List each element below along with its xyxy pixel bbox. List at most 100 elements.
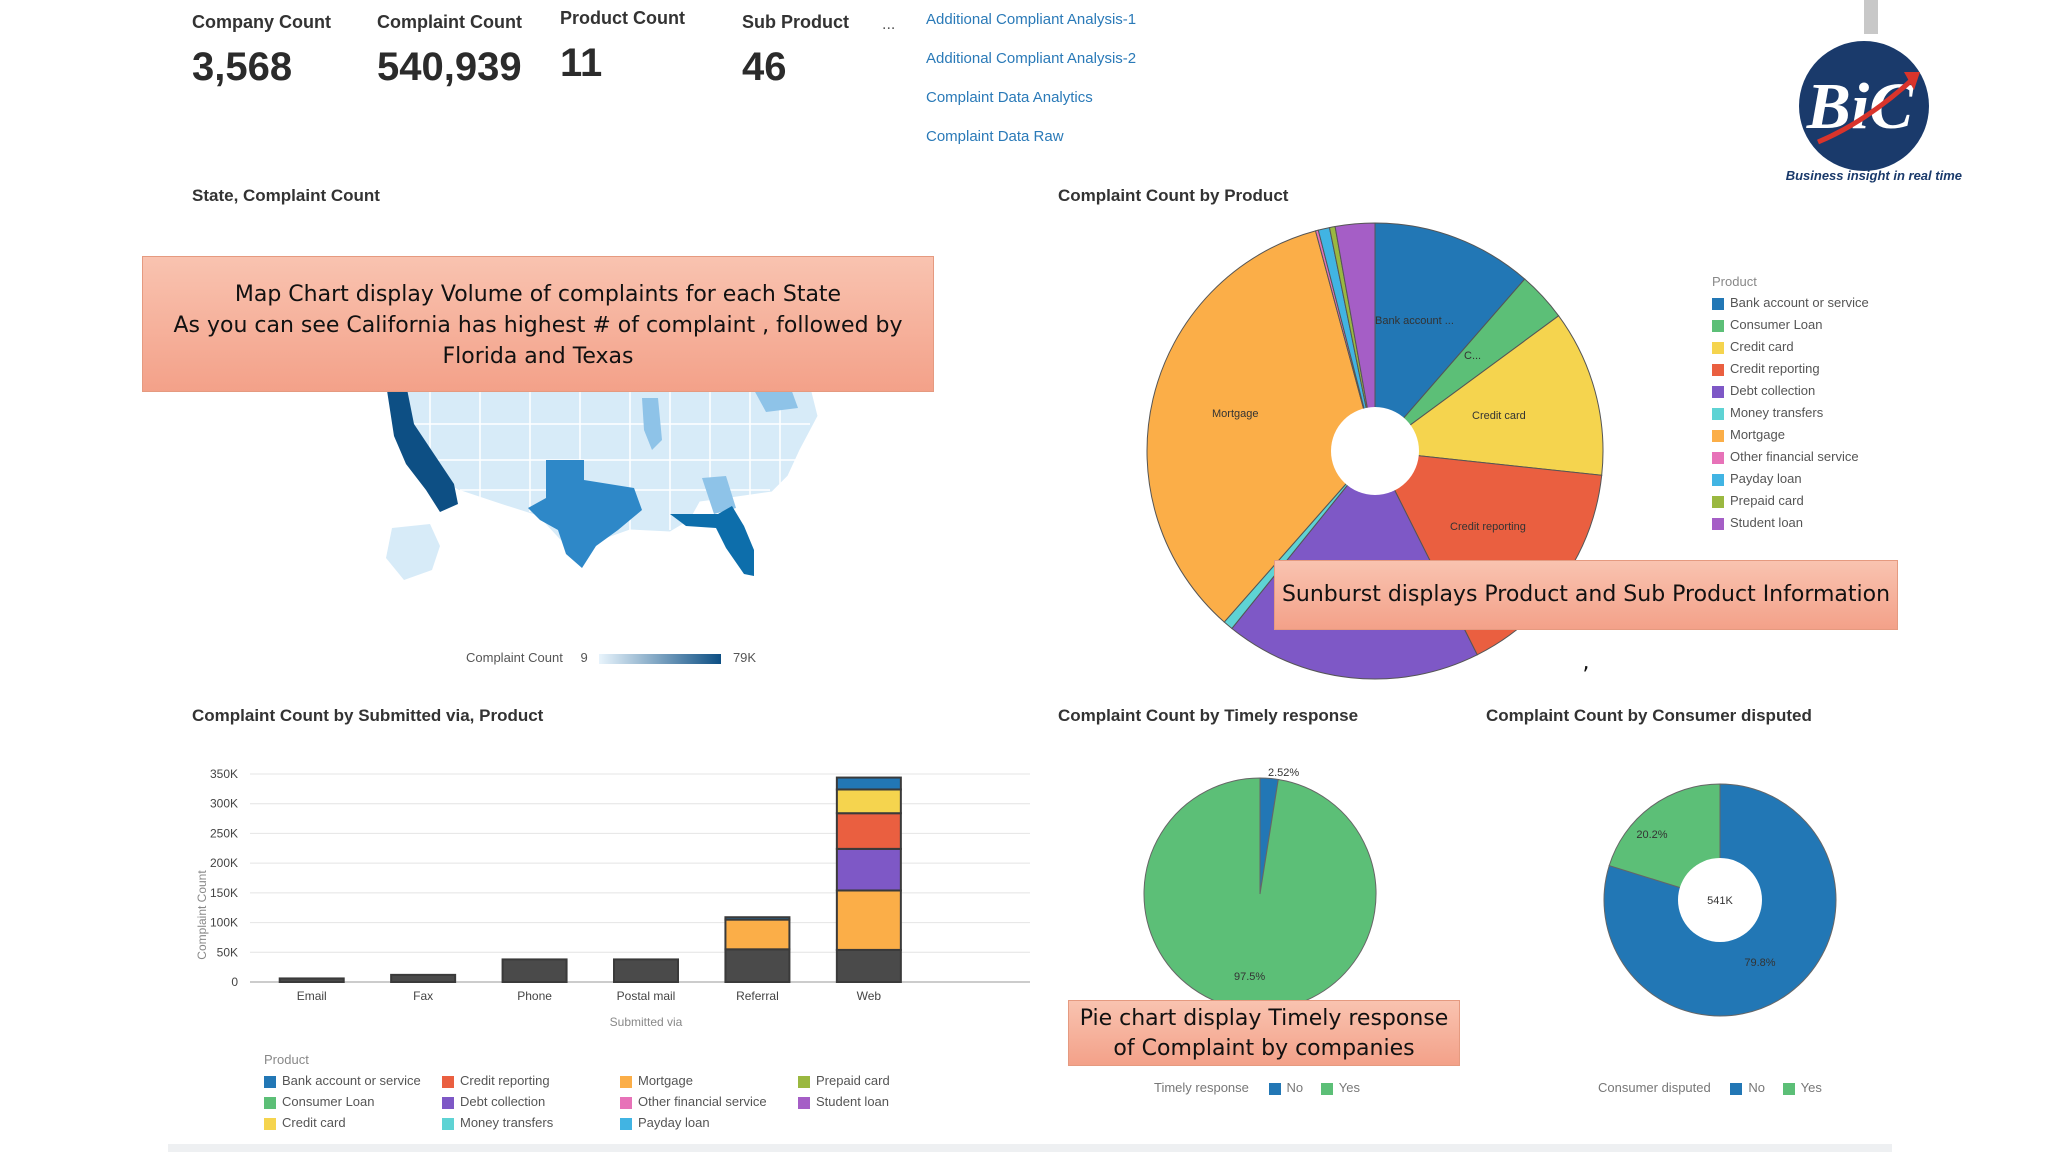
- product-legend-item[interactable]: Money transfers: [1712, 405, 1869, 420]
- bar-segment[interactable]: [835, 776, 902, 791]
- product-legend-item[interactable]: Credit card: [1712, 339, 1869, 354]
- bar-legend-item[interactable]: Mortgage: [620, 1073, 798, 1088]
- product-legend-item[interactable]: Prepaid card: [1712, 493, 1869, 508]
- map-callout-line: Florida and Texas: [442, 344, 634, 369]
- bar-segment[interactable]: [501, 958, 568, 984]
- slice-label-consumer: C...: [1464, 350, 1481, 362]
- product-legend-item[interactable]: Credit reporting: [1712, 361, 1869, 376]
- disputed-legend-yes: Yes: [1782, 1080, 1822, 1095]
- bar-segment[interactable]: [835, 889, 902, 951]
- legend-swatch: [620, 1075, 632, 1088]
- kpi-complaint: Complaint Count 540,939: [377, 12, 522, 90]
- pie-slice-no[interactable]: [1603, 783, 1837, 1017]
- slice-label-mortgage: Mortgage: [1212, 408, 1258, 420]
- product-legend-items: Bank account or service Consumer Loan Cred…: [1712, 295, 1869, 530]
- logo-tagline: Business insight in real time: [1785, 168, 1962, 183]
- disputed-legend: Consumer disputed No Yes: [1598, 1080, 1822, 1095]
- bar-segment[interactable]: [835, 948, 902, 983]
- bar-legend: Product Bank account or service Credit re…: [264, 1052, 948, 1130]
- bar-legend-item[interactable]: Payday loan: [620, 1115, 798, 1130]
- scroll-handle[interactable]: [1864, 0, 1878, 34]
- timely-legend-label: Timely response: [1154, 1080, 1249, 1095]
- kpi-more-button[interactable]: ...: [882, 16, 896, 33]
- legend-swatch: [442, 1096, 454, 1109]
- legend-text: Credit card: [282, 1115, 346, 1130]
- disputed-center-label: 541K: [1707, 895, 1733, 907]
- bar-segment[interactable]: [390, 973, 457, 984]
- slice-label-credit-reporting: Credit reporting: [1450, 521, 1526, 533]
- legend-text: No: [1286, 1080, 1304, 1095]
- product-chart-title: Complaint Count by Product: [1058, 186, 1289, 205]
- link-complaint-data-raw[interactable]: Complaint Data Raw: [926, 128, 1064, 145]
- bar-segment[interactable]: [724, 948, 791, 983]
- map-legend-label: Complaint Count: [466, 650, 563, 665]
- legend-swatch: [1712, 363, 1724, 376]
- legend-swatch: [1712, 341, 1724, 354]
- legend-text: Yes: [1338, 1080, 1360, 1095]
- bar-legend-item[interactable]: Consumer Loan: [264, 1094, 442, 1109]
- product-legend-item[interactable]: Bank account or service: [1712, 295, 1869, 310]
- bar-legend-item[interactable]: Prepaid card: [798, 1073, 948, 1088]
- pie-slice-mortgage[interactable]: [1146, 230, 1376, 623]
- legend-swatch: [1712, 495, 1724, 508]
- bar-segment[interactable]: [724, 918, 791, 951]
- legend-swatch: [798, 1096, 810, 1109]
- timely-callout-line: Pie chart display Timely response: [1079, 1006, 1449, 1031]
- bar-legend-item[interactable]: Other financial service: [620, 1094, 798, 1109]
- kpi-value: 11: [560, 41, 603, 85]
- kpi-company: Company Count 3,568: [192, 12, 331, 90]
- bar-legend-item[interactable]: Money transfers: [442, 1115, 620, 1130]
- product-legend-item[interactable]: Debt collection: [1712, 383, 1869, 398]
- bar-xtick-label: Postal mail: [617, 989, 676, 1003]
- bar-segment[interactable]: [835, 812, 902, 850]
- pie-slice-bank-account-or-service[interactable]: [1374, 222, 1526, 453]
- legend-swatch: [798, 1075, 810, 1088]
- product-legend-item[interactable]: Mortgage: [1712, 427, 1869, 442]
- legend-text: Credit card: [1730, 339, 1794, 354]
- bar-segment[interactable]: [835, 788, 902, 815]
- map-legend-min: 9: [580, 650, 588, 665]
- legend-text: Mortgage: [1730, 427, 1785, 442]
- legend-text: Bank account or service: [1730, 295, 1869, 310]
- product-legend-item[interactable]: Other financial service: [1712, 449, 1869, 464]
- bar-legend-item[interactable]: Bank account or service: [264, 1073, 442, 1088]
- legend-swatch: [442, 1117, 454, 1130]
- pie-slice-student-loan[interactable]: [1334, 222, 1376, 452]
- sunburst-callout-text: Sunburst displays Product and Sub Produc…: [1281, 582, 1891, 675]
- product-sunburst[interactable]: Bank account ... C... Credit card Credit…: [1140, 216, 1610, 686]
- link-additional-analysis-1[interactable]: Additional Compliant Analysis-1: [926, 11, 1137, 28]
- legend-text: Consumer Loan: [1730, 317, 1823, 332]
- product-legend-item[interactable]: Student loan: [1712, 515, 1869, 530]
- bar-legend-item[interactable]: Debt collection: [442, 1094, 620, 1109]
- product-legend-item[interactable]: Consumer Loan: [1712, 317, 1869, 332]
- bar-segment[interactable]: [835, 847, 902, 892]
- link-additional-analysis-2[interactable]: Additional Compliant Analysis-2: [926, 50, 1137, 67]
- bar-segment[interactable]: [278, 977, 345, 983]
- bar-ytick-label: 250K: [210, 826, 238, 840]
- disputed-label-no: 79.8%: [1744, 957, 1775, 969]
- disputed-chart-title: Complaint Count by Consumer disputed: [1486, 706, 1812, 725]
- link-complaint-data-analytics[interactable]: Complaint Data Analytics: [926, 89, 1093, 106]
- disputed-label-yes: 20.2%: [1636, 829, 1667, 841]
- timely-response-pie[interactable]: 2.52% 97.5%: [1130, 760, 1390, 1020]
- timely-label-yes: 97.5%: [1234, 971, 1265, 983]
- bar-chart-title: Complaint Count by Submitted via, Produc…: [192, 706, 544, 725]
- bar-legend-item[interactable]: Student loan: [798, 1094, 948, 1109]
- bar-legend-item[interactable]: Credit card: [264, 1115, 442, 1130]
- pie-slice-credit-card[interactable]: [1373, 315, 1604, 476]
- kpi-product: Product Count 11: [560, 8, 685, 86]
- product-legend-item[interactable]: Payday loan: [1712, 471, 1869, 486]
- bar-segment[interactable]: [724, 916, 791, 921]
- bic-logo: BiC: [1796, 38, 1932, 174]
- consumer-disputed-donut[interactable]: 541K 20.2% 79.8%: [1590, 770, 1850, 1030]
- timely-chart-title: Complaint Count by Timely response: [1058, 706, 1359, 725]
- bar-xticks: Email Fax Phone Postal mail Referral Web: [297, 989, 882, 1003]
- bar-legend-item[interactable]: Credit reporting: [442, 1073, 620, 1088]
- bar-xtick-label: Fax: [413, 989, 433, 1003]
- bar-legend-empty[interactable]: [798, 1115, 948, 1130]
- bic-logo-graphic: BiC: [1799, 41, 1929, 171]
- submitted-via-bar-chart[interactable]: 0 50K 100K 150K 200K 250K 300K 350K Email Fax Pho…: [190, 760, 1040, 1040]
- legend-swatch: [264, 1096, 276, 1109]
- us-map[interactable]: [370, 380, 830, 590]
- bar-segment[interactable]: [613, 958, 679, 984]
